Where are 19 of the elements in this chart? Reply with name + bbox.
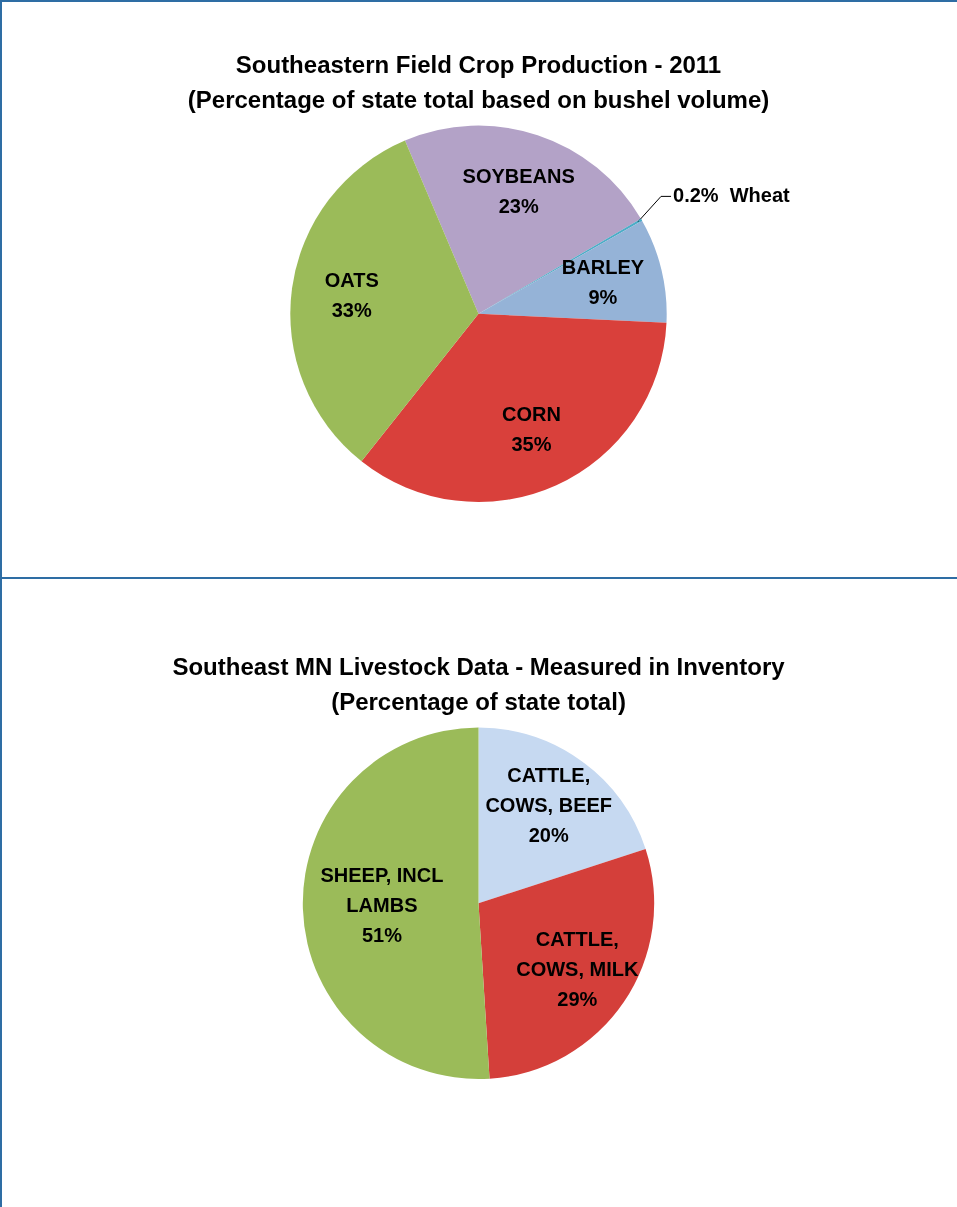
data-label: 23% (498, 194, 539, 217)
slice-label: CATTLE, COWS, BEEF (485, 764, 613, 817)
slice-label: 0.2% Wheat (673, 183, 791, 206)
slice-label: BARLEY (561, 256, 645, 279)
data-label: 29% (557, 987, 598, 1010)
chart-subtitle: (Percentage of state total) (331, 687, 626, 715)
slice-label: SOYBEANS (462, 164, 575, 187)
chart-title: Southeast MN Livestock Data - Measured in Inventory (172, 653, 786, 681)
chart-subtitle: (Percentage of state total based on bushel volume) (187, 85, 770, 113)
data-label: 51% (361, 923, 403, 946)
slice-label: CATTLE, COWS, MILK (516, 927, 639, 980)
data-label: 33% (331, 299, 372, 322)
slice-label: CORN (502, 402, 561, 425)
slice-label: OATS (324, 269, 379, 292)
chart-title: Southeastern Field Crop Production - 2011 (235, 51, 722, 79)
data-label: 20% (528, 824, 569, 847)
data-label: 35% (511, 432, 552, 455)
slice-label: SHEEP, INCL LAMBS (320, 863, 444, 916)
data-label: 9% (588, 286, 618, 309)
